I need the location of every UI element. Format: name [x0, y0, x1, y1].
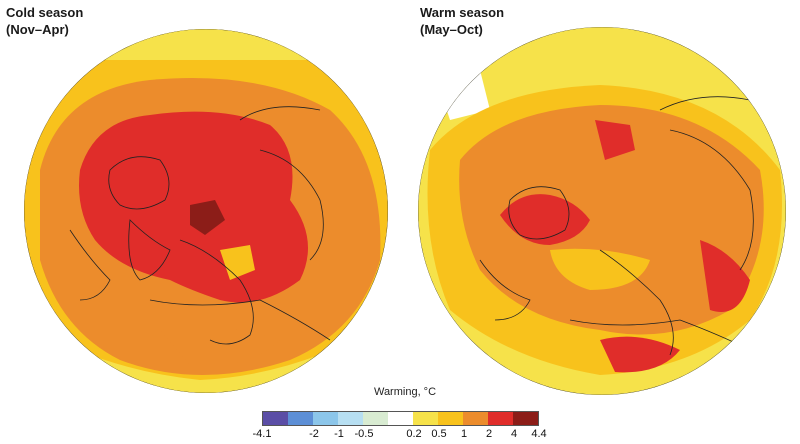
warm-yellow-patch	[550, 248, 650, 290]
cold-white-patch-ne	[300, 29, 340, 60]
cold-season-title-line1: Cold season	[6, 5, 84, 20]
legend-tick-label: -4.1	[252, 428, 272, 440]
legend-tick-label: 4	[510, 428, 518, 440]
legend-tick-label: 1	[460, 428, 468, 440]
legend-swatch-2	[313, 412, 338, 425]
cold-south-orange	[160, 326, 280, 366]
warm-red-arctic	[595, 120, 635, 160]
legend-tick-label: 2	[485, 428, 493, 440]
warm-orange-zone	[459, 105, 764, 335]
cold-season-globe	[24, 29, 388, 393]
legend-swatch-1	[288, 412, 313, 425]
cold-coastlines	[69, 106, 331, 345]
warm-season-title-line2: (May–Oct)	[420, 22, 483, 37]
cold-season-title: Cold season (Nov–Apr)	[6, 4, 83, 38]
warm-season-map-panel: Warm season (May–Oct)	[400, 0, 800, 400]
legend-tick-label: 4.4	[531, 428, 547, 440]
warm-red-south	[600, 336, 680, 373]
warm-white-patch	[440, 70, 490, 120]
legend-swatch-3	[338, 412, 363, 425]
legend-tick-label: -1	[334, 428, 344, 440]
cold-max-warming-spot	[190, 200, 225, 235]
legend-tick-label: -0.5	[354, 428, 374, 440]
legend-swatch-10	[513, 412, 538, 425]
legend-swatch-4	[363, 412, 388, 425]
legend-color-bar	[262, 411, 539, 426]
warm-season-globe	[418, 27, 786, 395]
legend-tick-label: 0.2	[406, 428, 422, 440]
warm-season-title-line1: Warm season	[420, 5, 505, 20]
legend-title: Warming, °C	[373, 386, 437, 398]
legend-swatch-5	[388, 412, 413, 425]
legend-swatch-6	[413, 412, 438, 425]
warm-red-east	[700, 240, 750, 312]
cold-yellow-patch	[220, 245, 255, 280]
cold-season-map-panel: Cold season (Nov–Apr)	[0, 0, 400, 400]
legend-swatch-8	[463, 412, 488, 425]
warm-red-greenland	[500, 194, 590, 245]
warm-season-title: Warm season (May–Oct)	[420, 4, 504, 38]
legend-tick-label: -2	[309, 428, 319, 440]
cold-outer-band	[24, 29, 388, 150]
legend-swatch-7	[438, 412, 463, 425]
cold-season-title-line2: (Nov–Apr)	[6, 22, 69, 37]
legend-swatch-0	[263, 412, 288, 425]
legend-swatch-9	[488, 412, 513, 425]
warm-coastlines	[479, 96, 754, 356]
legend-tick-label: 0.5	[431, 428, 447, 440]
